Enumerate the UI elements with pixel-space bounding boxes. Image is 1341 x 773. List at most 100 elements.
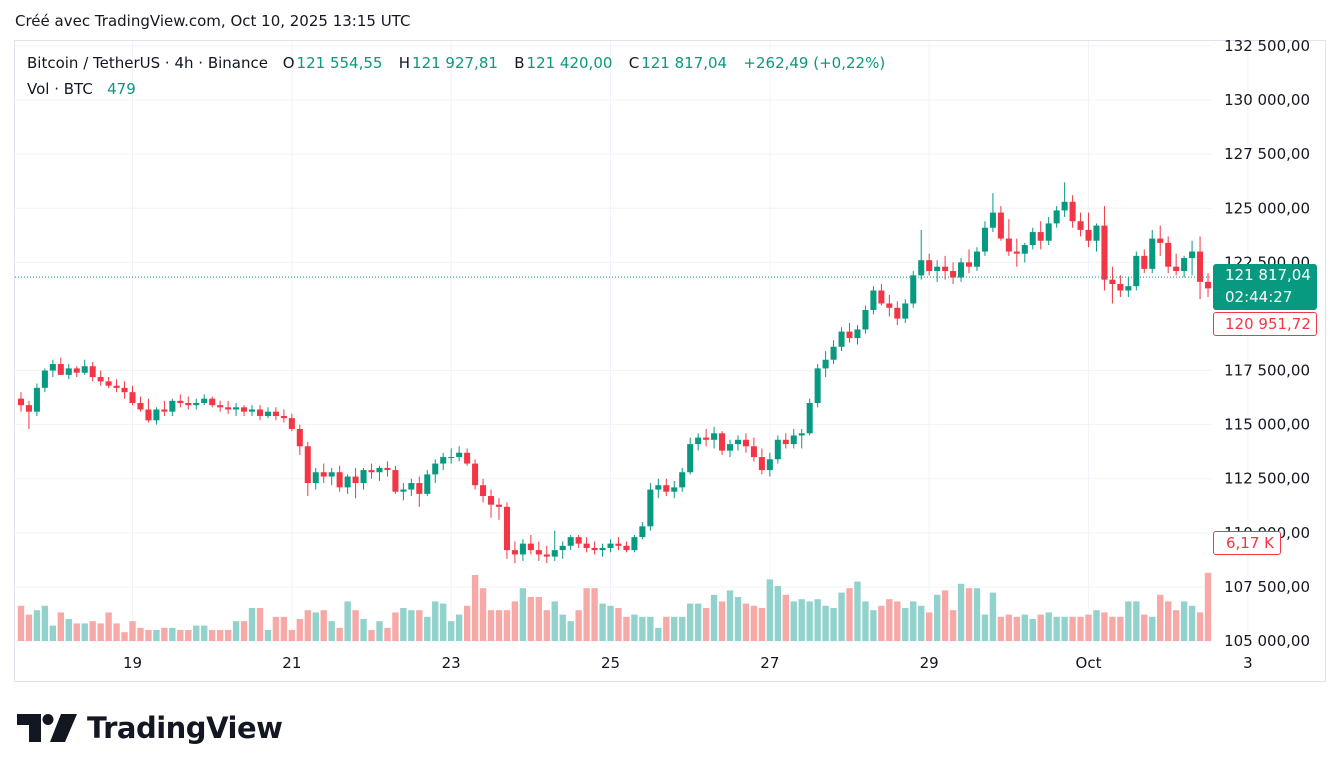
- volume-bar: [886, 599, 893, 641]
- candle-body: [1133, 255, 1140, 287]
- candle-body: [495, 504, 503, 507]
- volume-label[interactable]: Vol · BTC: [27, 80, 93, 98]
- volume-bar: [702, 608, 710, 641]
- volume-bar: [232, 621, 240, 641]
- volume-bar: [806, 601, 813, 641]
- candle-body: [527, 543, 534, 551]
- candle-body: [89, 366, 96, 378]
- close-value: 121 817,04: [641, 54, 728, 72]
- volume-bar: [1204, 572, 1212, 641]
- volume-bar: [1005, 614, 1013, 641]
- candle-body: [1093, 225, 1100, 241]
- candle-body: [241, 407, 248, 412]
- volume-legend: Vol · BTC 479: [27, 80, 136, 98]
- volume-bar: [503, 610, 511, 641]
- volume-bar: [1157, 594, 1164, 641]
- volume-bar: [862, 601, 869, 641]
- chart-frame: [14, 40, 1326, 682]
- candle-body: [1165, 242, 1172, 267]
- candle-body: [352, 476, 359, 484]
- candle-body: [320, 472, 327, 477]
- volume-bar: [1013, 616, 1021, 641]
- last-price-tag: 121 817,04 02:44:27: [1213, 264, 1317, 310]
- volume-bar: [97, 623, 104, 641]
- candle-body: [965, 262, 973, 267]
- volume-bar: [933, 594, 941, 641]
- candle-body: [248, 409, 256, 412]
- volume-bar: [201, 625, 208, 641]
- volume-bar: [320, 610, 327, 641]
- volume-bar: [447, 621, 455, 641]
- volume-bar: [463, 605, 471, 641]
- volume-bar: [639, 616, 646, 641]
- volume-bar: [1085, 614, 1092, 641]
- volume-bar: [376, 621, 383, 641]
- symbol-label[interactable]: Bitcoin / TetherUS · 4h · Binance: [27, 54, 268, 72]
- candle-body: [233, 407, 240, 410]
- candle-body: [599, 547, 606, 551]
- candle-body: [790, 435, 797, 445]
- candle-body: [296, 428, 303, 447]
- candle-body: [304, 446, 311, 484]
- volume-bar: [734, 597, 742, 641]
- y-tick-label: 105 000,00: [1224, 632, 1310, 650]
- volume-bar: [169, 627, 176, 641]
- volume-bar: [208, 630, 216, 641]
- y-tick-label: 130 000,00: [1224, 91, 1310, 109]
- candle-body: [368, 470, 375, 473]
- candle-body: [1173, 266, 1180, 272]
- volume-bar: [583, 588, 590, 641]
- volume-bar: [949, 610, 957, 641]
- candle-body: [742, 439, 749, 447]
- candle-body: [73, 368, 80, 373]
- high-label: H: [398, 54, 411, 72]
- volume-bar: [965, 588, 973, 641]
- volume-bar: [543, 610, 550, 641]
- volume-bar: [1093, 610, 1100, 641]
- volume-bar: [910, 601, 917, 641]
- candle-body: [1149, 238, 1156, 269]
- volume-bar: [256, 608, 264, 641]
- x-tick-label: 27: [760, 654, 779, 672]
- x-tick-label: 19: [123, 654, 142, 672]
- candle-body: [814, 368, 821, 403]
- volume-bar: [814, 599, 821, 641]
- candle-body: [41, 370, 48, 388]
- candle-body: [424, 474, 431, 494]
- volume-bar: [216, 630, 224, 641]
- volume-bar: [918, 605, 925, 641]
- candle-body: [806, 403, 813, 434]
- volume-bar: [750, 605, 758, 641]
- volume-bar: [1101, 612, 1108, 641]
- candle-body: [671, 487, 678, 492]
- volume-value: 479: [107, 80, 136, 98]
- brand[interactable]: TradingView: [17, 710, 283, 746]
- volume-bar: [790, 601, 797, 641]
- volume-bar: [193, 625, 200, 641]
- candle-body: [894, 307, 901, 319]
- volume-bar: [384, 627, 391, 641]
- change-value: +262,49 (+0,22%): [743, 54, 886, 72]
- candle-body: [1029, 232, 1036, 246]
- volume-bar: [344, 601, 351, 641]
- volume-bar: [1172, 610, 1180, 641]
- volume-bar: [304, 610, 311, 641]
- candle-body: [169, 400, 176, 412]
- volume-bar: [981, 614, 989, 641]
- volume-bar: [33, 610, 41, 641]
- volume-bar: [1053, 616, 1060, 641]
- candle-body: [336, 472, 343, 488]
- candle-body: [1053, 210, 1060, 224]
- volume-bar: [432, 601, 439, 641]
- candle-body: [711, 433, 718, 440]
- volume-bar: [902, 608, 909, 641]
- volume-bar: [631, 614, 638, 641]
- candle-body: [511, 550, 518, 555]
- volume-bar: [575, 610, 582, 641]
- candle-body: [193, 403, 200, 406]
- low-label: B: [514, 54, 525, 72]
- candle-body: [535, 550, 542, 555]
- volume-bar: [153, 630, 160, 641]
- candle-body: [464, 452, 471, 464]
